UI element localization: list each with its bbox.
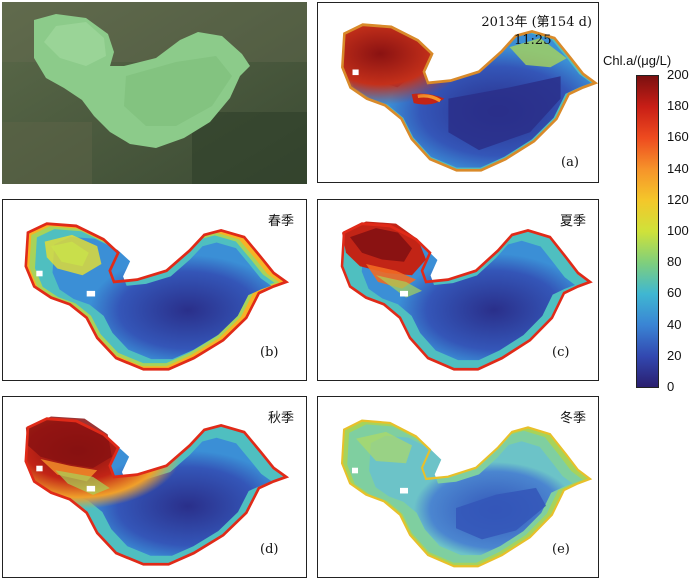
- colorbar-tick-label: 200: [667, 67, 689, 82]
- panel-e-season: 冬季: [559, 411, 586, 426]
- colorbar-tick-label: 100: [667, 223, 689, 238]
- satellite-photo: [2, 2, 307, 184]
- panel-b-season: 春季: [267, 214, 294, 229]
- panel-a-time-label: 11:25: [514, 33, 552, 48]
- panel-d-letter: (d): [260, 542, 279, 557]
- colorbar-tick-label: 180: [667, 98, 689, 114]
- colorbar-tick-label: 60: [667, 285, 682, 301]
- colorbar-title: Chl.a/(μg/L): [603, 53, 672, 68]
- chl-map-panel-c: 夏季 (c): [317, 199, 599, 381]
- panel-a-date-label: 2013年 (第154 d): [481, 15, 592, 30]
- colorbar: [636, 75, 659, 388]
- colorbar-tick-label: 40: [667, 316, 682, 332]
- colorbar-tick-label: 160: [667, 129, 689, 145]
- panel-a-letter: (a): [561, 155, 579, 170]
- panel-b-letter: (b): [260, 345, 279, 360]
- colorbar-tick-label: 20: [667, 347, 682, 363]
- panel-c-season: 夏季: [559, 214, 586, 229]
- panel-d-season: 秋季: [267, 411, 294, 426]
- colorbar-tick-label: 80: [667, 254, 682, 270]
- colorbar-tick-label: 0: [667, 379, 675, 394]
- colorbar-tick-label: 140: [667, 160, 689, 176]
- colorbar-tick-label: 120: [667, 191, 689, 207]
- chl-map-panel-b: 春季 (b): [2, 199, 307, 381]
- chl-map-panel-d: 秋季 (d): [2, 396, 307, 578]
- panel-c-letter: (c): [552, 345, 570, 360]
- chl-map-panel-a: 2013年 (第154 d) 11:25 (a): [317, 2, 599, 183]
- chl-map-panel-e: 冬季 (e): [317, 396, 599, 578]
- panel-e-letter: (e): [552, 542, 570, 557]
